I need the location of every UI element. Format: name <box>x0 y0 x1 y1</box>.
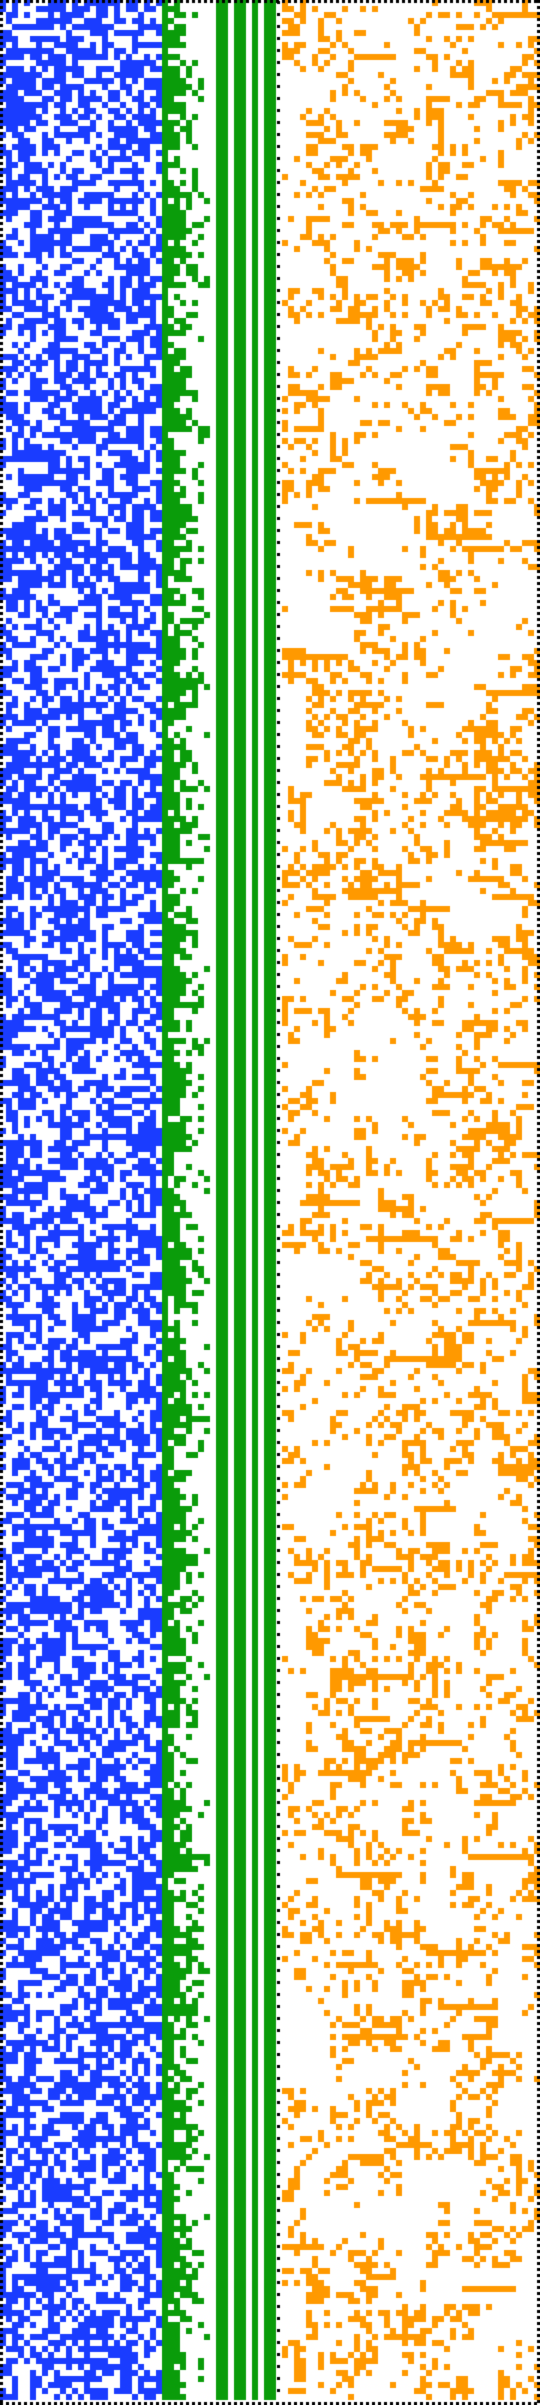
pixel-matrix-visualization <box>0 0 540 2405</box>
